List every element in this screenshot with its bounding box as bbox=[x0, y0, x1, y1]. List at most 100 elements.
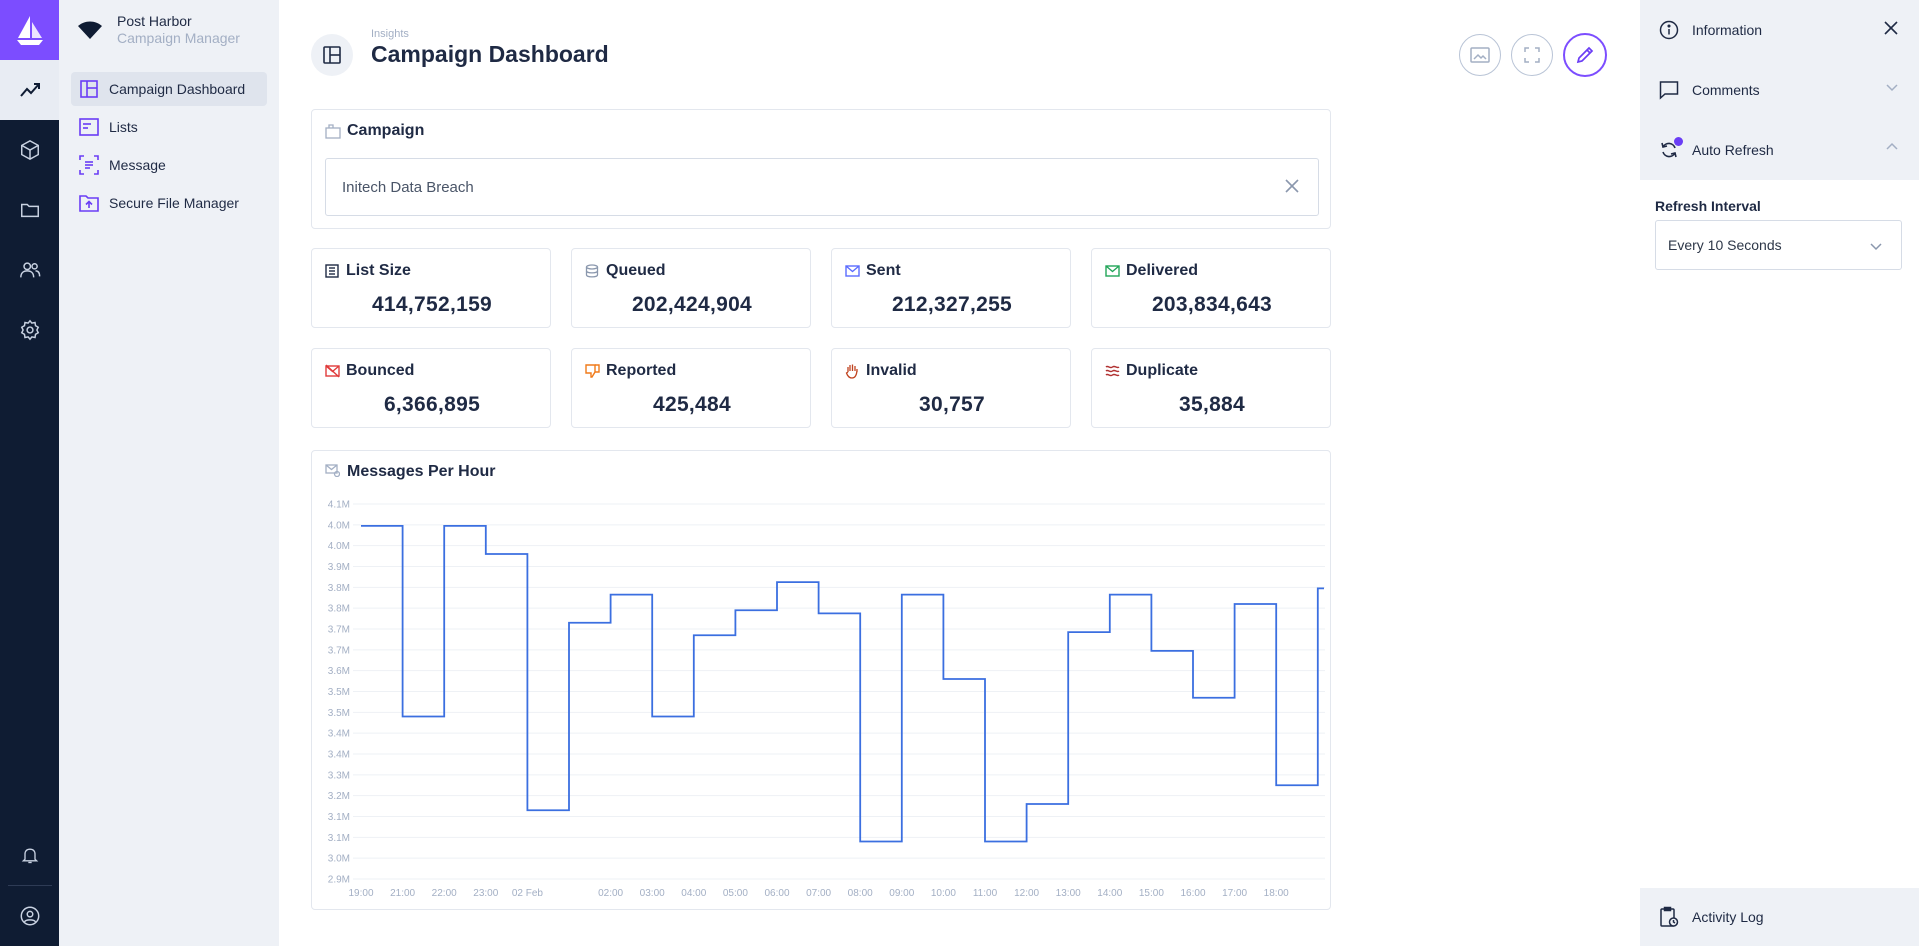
stat-card-delivered: Delivered 203,834,643 bbox=[1091, 248, 1331, 328]
refresh-interval-select[interactable]: Every 10 Seconds bbox=[1655, 220, 1902, 270]
y-tick-label: 3.1M bbox=[328, 833, 350, 844]
app-logo[interactable] bbox=[0, 0, 59, 60]
nav-item-campaign-dashboard[interactable]: Campaign Dashboard bbox=[71, 72, 267, 106]
breadcrumb[interactable]: Insights bbox=[371, 28, 409, 40]
thumbs-down-icon bbox=[584, 363, 600, 379]
rail-settings[interactable] bbox=[0, 300, 59, 360]
rail-notifications[interactable] bbox=[0, 825, 59, 885]
nav-item-label: Message bbox=[109, 157, 166, 173]
stat-label: Bounced bbox=[346, 362, 415, 379]
close-panel-button[interactable] bbox=[1883, 20, 1899, 39]
edit-button[interactable] bbox=[1563, 33, 1607, 77]
comments-toggle[interactable] bbox=[1885, 80, 1899, 97]
app-subtitle: Campaign Manager bbox=[117, 30, 240, 46]
auto-refresh-toggle[interactable] bbox=[1885, 140, 1899, 157]
stat-value: 212,327,255 bbox=[891, 293, 1013, 316]
active-indicator-dot bbox=[1674, 137, 1683, 146]
y-tick-label: 3.3M bbox=[328, 770, 350, 781]
stat-label: Queued bbox=[606, 262, 666, 279]
y-tick-label: 3.4M bbox=[328, 729, 350, 740]
close-icon bbox=[1285, 179, 1299, 193]
stat-value: 203,834,643 bbox=[1151, 293, 1273, 316]
brand: Post Harbor Campaign Manager bbox=[59, 0, 279, 60]
nav-item-message[interactable]: Message bbox=[71, 148, 267, 182]
clear-campaign-button[interactable] bbox=[1284, 178, 1300, 198]
duplicate-icon bbox=[1104, 363, 1120, 379]
refresh-interval-label: Refresh Interval bbox=[1655, 198, 1761, 214]
stat-card-queued: Queued 202,424,904 bbox=[571, 248, 811, 328]
icon-rail bbox=[0, 0, 59, 946]
stat-card-reported: Reported 425,484 bbox=[571, 348, 811, 428]
x-tick-label: 19:00 bbox=[348, 888, 373, 899]
mail-clock-icon bbox=[325, 464, 341, 480]
x-tick-label: 11:00 bbox=[973, 888, 998, 899]
toggle-nav-button[interactable] bbox=[311, 34, 353, 76]
x-tick-label: 08:00 bbox=[848, 888, 873, 899]
stat-value: 30,757 bbox=[918, 393, 986, 416]
activity-log-button[interactable]: Activity Log bbox=[1640, 888, 1919, 946]
page-header: Insights Campaign Dashboard bbox=[279, 0, 1640, 110]
y-tick-label: 4.0M bbox=[328, 541, 350, 552]
x-tick-label: 06:00 bbox=[764, 888, 789, 899]
nav-item-secure-file-manager[interactable]: Secure File Manager bbox=[71, 186, 267, 220]
y-tick-label: 3.5M bbox=[328, 687, 350, 698]
users-icon bbox=[19, 262, 40, 278]
stat-value: 202,424,904 bbox=[631, 293, 753, 316]
x-tick-label: 14:00 bbox=[1097, 888, 1122, 899]
y-tick-label: 3.0M bbox=[328, 854, 350, 865]
rail-account[interactable] bbox=[0, 886, 59, 946]
hand-icon bbox=[844, 363, 860, 379]
information-label: Information bbox=[1692, 22, 1763, 38]
campaign-select[interactable]: Initech Data Breach bbox=[325, 158, 1319, 216]
y-tick-label: 3.6M bbox=[328, 666, 350, 677]
rail-packages[interactable] bbox=[0, 120, 59, 180]
y-tick-label: 2.9M bbox=[328, 875, 350, 886]
rail-users[interactable] bbox=[0, 240, 59, 300]
stat-value: 425,484 bbox=[652, 393, 731, 416]
list-size-icon bbox=[324, 263, 340, 279]
comments-section[interactable]: Comments bbox=[1640, 60, 1919, 120]
stat-card-bounced: Bounced 6,366,895 bbox=[311, 348, 551, 428]
x-tick-label: 18:00 bbox=[1264, 888, 1289, 899]
x-tick-label: 13:00 bbox=[1056, 888, 1081, 899]
stat-label: Duplicate bbox=[1126, 362, 1199, 379]
nav-item-label: Secure File Manager bbox=[109, 195, 239, 211]
rail-insights[interactable] bbox=[0, 60, 59, 120]
rail-files[interactable] bbox=[0, 180, 59, 240]
x-tick-label: 17:00 bbox=[1222, 888, 1247, 899]
folder-upload-icon bbox=[79, 193, 99, 213]
auto-refresh-body: Refresh Interval Every 10 Seconds bbox=[1640, 180, 1919, 888]
y-tick-label: 3.7M bbox=[328, 645, 350, 656]
x-tick-label: 12:00 bbox=[1014, 888, 1039, 899]
clipboard-clock-icon bbox=[1658, 906, 1680, 928]
picture-in-picture-button[interactable] bbox=[1459, 34, 1501, 76]
stat-card-duplicate: Duplicate 35,884 bbox=[1091, 348, 1331, 428]
trend-icon bbox=[19, 83, 40, 97]
x-tick-label: 02 Feb bbox=[512, 888, 544, 899]
auto-refresh-label: Auto Refresh bbox=[1692, 142, 1774, 158]
activity-log-label: Activity Log bbox=[1692, 909, 1764, 925]
information-section[interactable]: Information bbox=[1640, 0, 1919, 60]
page-title: Campaign Dashboard bbox=[371, 41, 609, 67]
chevron-down-icon bbox=[1886, 84, 1898, 92]
fullscreen-button[interactable] bbox=[1511, 34, 1553, 76]
x-tick-label: 15:00 bbox=[1139, 888, 1164, 899]
stat-value: 414,752,159 bbox=[371, 293, 493, 316]
x-tick-label: 22:00 bbox=[432, 888, 457, 899]
stat-label: Invalid bbox=[866, 362, 917, 379]
messages-per-hour-card: 4.1M 4.0M 4.0M 3.9M 3.8M 3.8M 3.7M 3.7M 3.6M 3.5M… bbox=[311, 450, 1331, 910]
y-tick-label: 3.9M bbox=[328, 562, 350, 573]
nav-item-lists[interactable]: Lists bbox=[71, 110, 267, 144]
x-tick-label: 21:00 bbox=[390, 888, 415, 899]
database-icon bbox=[584, 263, 600, 279]
auto-refresh-section[interactable]: Auto Refresh bbox=[1640, 120, 1919, 180]
y-tick-label: 3.4M bbox=[328, 750, 350, 761]
y-tick-label: 3.8M bbox=[328, 604, 350, 615]
y-tick-label: 3.1M bbox=[328, 812, 350, 823]
series-line bbox=[361, 524, 1324, 843]
messages-chart: 4.1M 4.0M 4.0M 3.9M 3.8M 3.8M 3.7M 3.7M 3.6M 3.5M… bbox=[328, 500, 1325, 899]
campaign-card: Campaign Initech Data Breach bbox=[311, 109, 1331, 229]
list-icon bbox=[79, 117, 99, 137]
x-tick-label: 02:00 bbox=[598, 888, 623, 899]
stat-card-list-size: List Size 414,752,159 bbox=[311, 248, 551, 328]
